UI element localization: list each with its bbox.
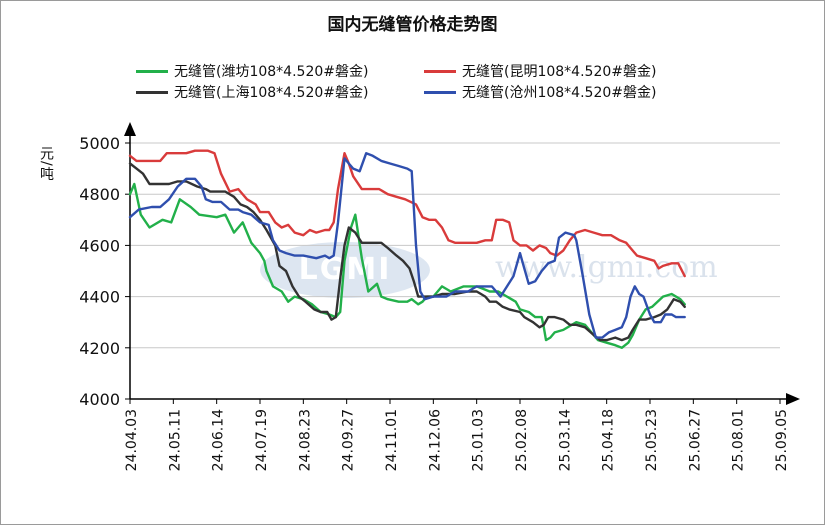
y-tick-label-5: 5000 (79, 134, 120, 153)
x-tick-label-14: 25.08.01 (731, 409, 747, 471)
legend-swatch-kunming (424, 69, 456, 73)
y-tick-label-3: 4600 (79, 236, 120, 255)
x-tick-label-10: 25.03.14 (557, 409, 573, 471)
y-tick-label-1: 4200 (79, 339, 120, 358)
chart-title: 国内无缝管价格走势图 (327, 15, 498, 35)
legend-item-weifang: 无缝管(潍坊108*4.520#磐金) (136, 62, 368, 80)
x-tick-label-4: 24.08.23 (297, 409, 313, 471)
x-tick-label-15: 25.09.05 (774, 409, 790, 471)
x-tick-label-7: 24.12.06 (427, 409, 443, 471)
y-axis-label: 元/吨 (38, 146, 54, 182)
series-line-kunming (128, 149, 686, 278)
y-tick-label-2: 4400 (79, 288, 120, 307)
series-line-cangzhou (128, 152, 686, 339)
legend-label-cangzhou: 无缝管(沧州108*4.520#磐金) (462, 85, 657, 101)
legend-label-weifang: 无缝管(潍坊108*4.520#磐金) (174, 64, 369, 80)
x-tick-label-11: 25.04.18 (601, 409, 617, 471)
x-tick-label-2: 24.06.14 (211, 409, 227, 471)
series-line-shanghai (128, 162, 686, 342)
x-tick-label-13: 25.06.27 (687, 409, 703, 471)
x-tick-label-3: 24.07.19 (254, 409, 270, 471)
x-axis-arrow (786, 393, 800, 405)
x-tick-label-8: 25.01.03 (471, 409, 487, 471)
x-tick-label-0: 24.04.03 (124, 409, 140, 471)
legend-item-shanghai: 无缝管(上海108*4.520#磐金) (136, 83, 368, 101)
y-axis-arrow (124, 122, 136, 136)
y-tick-label-4: 4800 (79, 185, 120, 204)
y-tick-label-0: 4000 (79, 390, 120, 409)
legend-swatch-weifang (136, 69, 168, 73)
legend-swatch-shanghai (136, 90, 168, 94)
x-tick-label-12: 25.05.23 (644, 409, 660, 471)
x-tick-label-1: 24.05.11 (167, 409, 183, 471)
legend-item-kunming: 无缝管(昆明108*4.520#磐金) (424, 62, 656, 80)
legend-swatch-cangzhou (424, 90, 456, 94)
legend-item-cangzhou: 无缝管(沧州108*4.520#磐金) (424, 83, 656, 101)
legend-label-kunming: 无缝管(昆明108*4.520#磐金) (462, 64, 657, 80)
legend-label-shanghai: 无缝管(上海108*4.520#磐金) (174, 85, 369, 101)
x-tick-label-9: 25.02.08 (514, 409, 530, 471)
x-tick-label-6: 24.11.01 (384, 409, 400, 471)
x-tick-label-5: 24.09.27 (341, 409, 357, 471)
